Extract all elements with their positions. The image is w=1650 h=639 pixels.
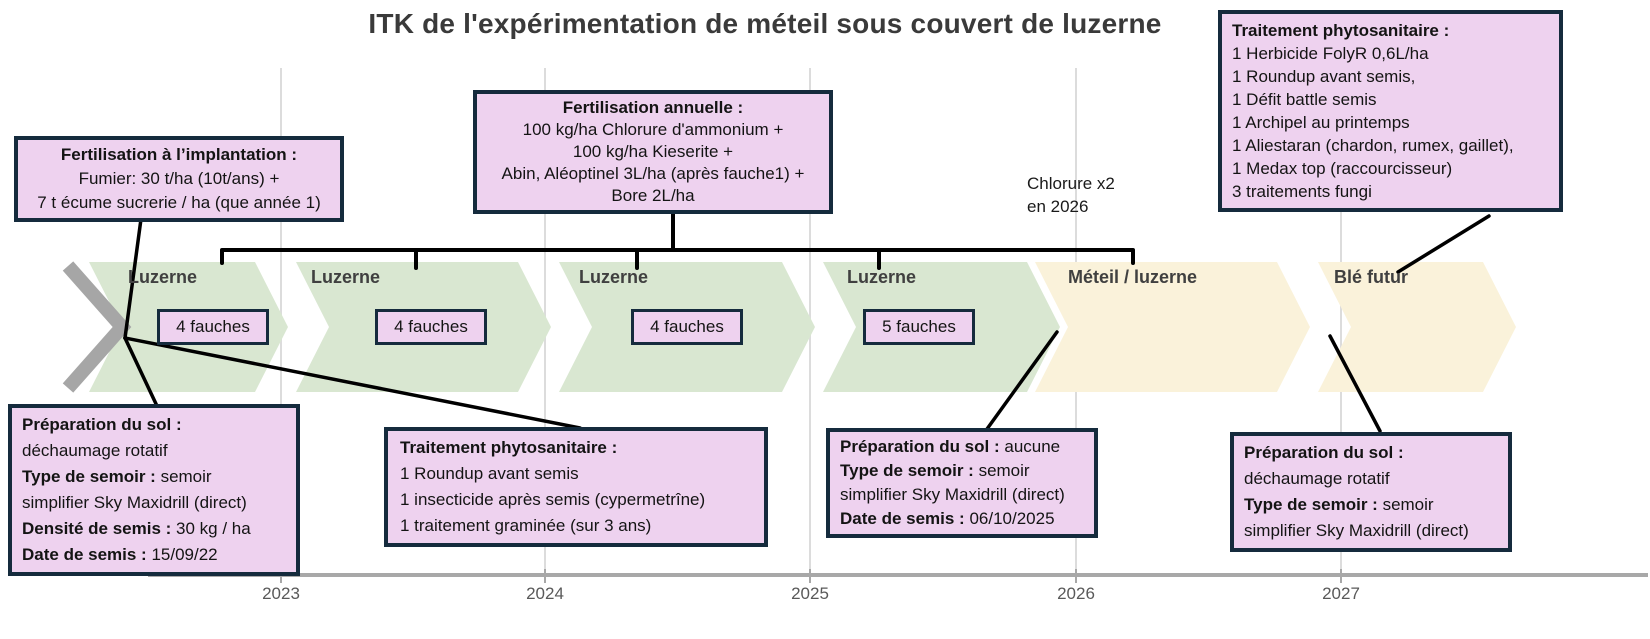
box-line: Type de semoir : semoir bbox=[22, 467, 212, 486]
callout-fert-implantation bbox=[123, 217, 143, 340]
box-line: 1 Herbicide FolyR 0,6L/ha bbox=[1232, 44, 1429, 63]
box-traitement-phytosanitaire-luzerne: Traitement phytosanitaire : 1 Roundup ava… bbox=[384, 427, 768, 547]
fauches-badge-1: 4 fauches bbox=[157, 309, 269, 345]
box-line: 7 t écume sucrerie / ha (que année 1) bbox=[37, 193, 321, 212]
box-line: déchaumage rotatif bbox=[1244, 469, 1390, 488]
phase-label-luzerne-4: Luzerne bbox=[847, 267, 917, 287]
box-fertilisation-annuelle: Fertilisation annuelle : 100 kg/ha Chloru… bbox=[473, 90, 833, 214]
time-axis bbox=[148, 569, 1648, 583]
box-line: déchaumage rotatif bbox=[22, 441, 168, 460]
box-line: Densité de semis : 30 kg / ha bbox=[22, 519, 251, 538]
box-line: Fertilisation annuelle : bbox=[562, 98, 744, 117]
chlorure-note-line2: en 2026 bbox=[1027, 197, 1089, 216]
fauches-badge-4: 5 fauches bbox=[863, 309, 975, 345]
box-line: Préparation du sol : aucune bbox=[840, 437, 1061, 456]
box-traitement-phytosanitaire-ble: Traitement phytosanitaire : 1 Herbicide F… bbox=[1218, 10, 1563, 212]
box-preparation-sol-implantation: Préparation du sol : déchaumage rotatif Ty… bbox=[8, 404, 300, 576]
box-line: 100 kg/ha Kieserite + bbox=[572, 142, 734, 161]
phase-label-luzerne-3: Luzerne bbox=[579, 267, 649, 287]
box-line: Préparation du sol : bbox=[22, 415, 182, 434]
phase-label-luzerne-2: Luzerne bbox=[311, 267, 381, 287]
chlorure-note: Chlorure x2 en 2026 bbox=[1027, 172, 1115, 218]
box-line: Traitement phytosanitaire : bbox=[400, 438, 618, 457]
phase-label-ble-futur: Blé futur bbox=[1334, 267, 1408, 287]
fertilisation-bracket bbox=[220, 212, 1135, 270]
box-line: simplifier Sky Maxidrill (direct) bbox=[1244, 521, 1469, 540]
axis-year-2025: 2025 bbox=[791, 584, 829, 603]
box-line: simplifier Sky Maxidrill (direct) bbox=[22, 493, 247, 512]
phase-label-meteil-luzerne: Méteil / luzerne bbox=[1068, 267, 1198, 287]
box-line: 1 Aliestaran (chardon, rumex, gaillet), bbox=[1232, 136, 1514, 155]
axis-year-2026: 2026 bbox=[1057, 584, 1095, 603]
box-line: 1 Medax top (raccourcisseur) bbox=[1232, 159, 1453, 178]
box-line: Abin, Aléoptinel 3L/ha (après fauche1) + bbox=[501, 164, 805, 183]
box-line: Fumier: 30 t/ha (10t/ans) + bbox=[78, 169, 280, 188]
box-line: 1 Roundup avant semis bbox=[400, 464, 579, 483]
phase-chevrons bbox=[62, 261, 1516, 393]
box-line: Bore 2L/ha bbox=[611, 186, 695, 205]
box-line: simplifier Sky Maxidrill (direct) bbox=[840, 485, 1065, 504]
callout-prep-sol-ble bbox=[1328, 334, 1382, 433]
box-line: 1 Roundup avant semis, bbox=[1232, 67, 1416, 86]
box-preparation-sol-ble: Préparation du sol : déchaumage rotatif Ty… bbox=[1230, 432, 1512, 552]
fauches-badge-3: 4 fauches bbox=[631, 309, 743, 345]
chlorure-note-line1: Chlorure x2 bbox=[1027, 174, 1115, 193]
start-chevron-icon bbox=[62, 261, 132, 393]
callout-trait-phyto-implantation bbox=[123, 336, 582, 430]
chevron-meteil-luzerne bbox=[1035, 262, 1310, 392]
phase-label-luzerne-1: Luzerne bbox=[128, 267, 198, 287]
box-fertilisation-implantation: Fertilisation à l’implantation : Fumier: … bbox=[14, 136, 344, 222]
box-preparation-sol-meteil: Préparation du sol : aucune Type de semoi… bbox=[826, 428, 1098, 538]
callout-prep-sol-meteil bbox=[985, 330, 1059, 431]
chevron-ble-futur bbox=[1318, 262, 1516, 392]
box-line: 1 traitement graminée (sur 3 ans) bbox=[400, 516, 652, 535]
box-line: 1 insecticide après semis (cypermetrîne) bbox=[400, 490, 706, 509]
callout-lines bbox=[123, 214, 1491, 433]
axis-year-2024: 2024 bbox=[526, 584, 564, 603]
axis-year-2027: 2027 bbox=[1322, 584, 1360, 603]
box-line: Préparation du sol : bbox=[1244, 443, 1404, 462]
box-line: Fertilisation à l’implantation : bbox=[60, 145, 298, 164]
box-line: 1 Défit battle semis bbox=[1232, 90, 1377, 109]
fauches-badge-2: 4 fauches bbox=[375, 309, 487, 345]
axis-year-2023: 2023 bbox=[262, 584, 300, 603]
diagram-title: ITK de l'expérimentation de méteil sous … bbox=[368, 8, 1162, 39]
box-line: Type de semoir : semoir bbox=[1244, 495, 1434, 514]
bracket-line bbox=[220, 248, 1135, 265]
callout-prep-sol-implantation bbox=[123, 336, 159, 408]
box-line: 3 traitements fungi bbox=[1232, 182, 1372, 201]
box-line: Traitement phytosanitaire : bbox=[1232, 21, 1450, 40]
box-line: Date de semis : 06/10/2025 bbox=[840, 509, 1055, 528]
box-line: Type de semoir : semoir bbox=[840, 461, 1030, 480]
box-line: 1 Archipel au printemps bbox=[1232, 113, 1410, 132]
callout-trait-phyto-ble bbox=[1396, 214, 1491, 274]
box-line: 100 kg/ha Chlorure d'ammonium + bbox=[522, 120, 784, 139]
box-line: Date de semis : 15/09/22 bbox=[22, 545, 218, 564]
